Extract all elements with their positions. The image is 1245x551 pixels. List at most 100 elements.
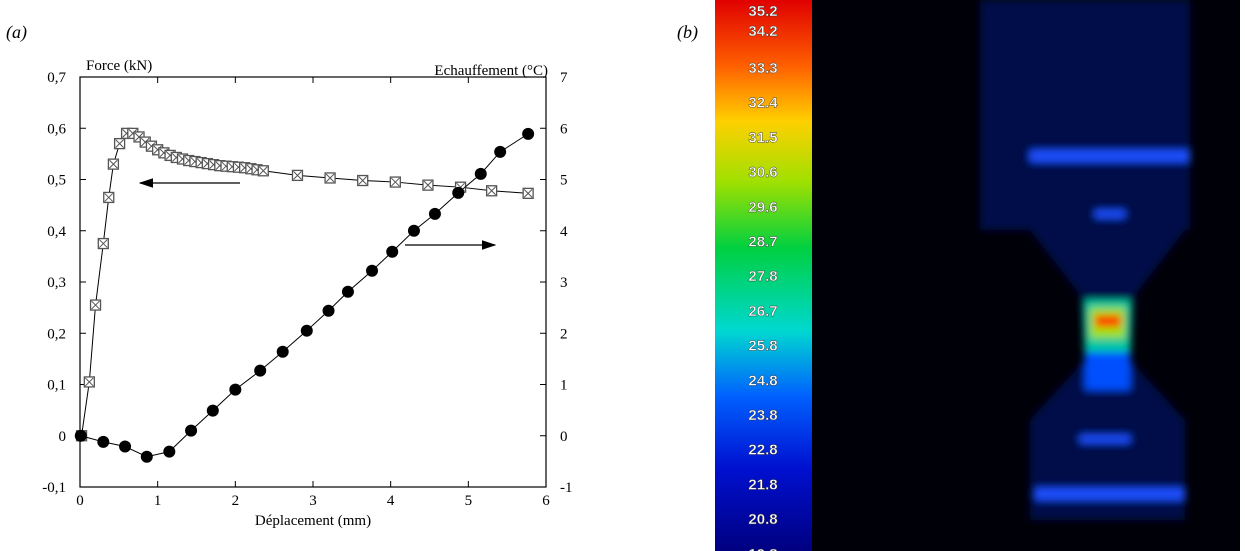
point [276,345,289,358]
marker-cross [109,159,118,169]
point [140,450,153,463]
point [322,304,335,317]
x-tick-label: 3 [309,493,317,509]
marker-cross [358,176,368,185]
color-scale-label: 20.8 [748,511,777,528]
specimen [980,0,1190,520]
marker-cross [91,300,100,310]
thermal-image [715,0,1240,551]
color-scale-label: 25.8 [748,338,777,355]
marker-cross [115,139,124,148]
color-bar [715,0,812,551]
y2-axis-title: Echauffement (°C) [434,63,548,79]
y-tick-label: -0,1 [42,480,66,496]
color-scale-label: 21.8 [748,476,777,493]
y2-tick-label: 7 [560,70,568,86]
color-scale-label: 19.8 [748,546,777,551]
point [452,186,465,199]
point [103,191,115,204]
color-scale-label: 33.3 [748,60,777,77]
y2-tick-label: 3 [560,275,568,291]
color-scale-label: 26.7 [748,303,777,320]
y2-tick-label: -1 [560,480,573,496]
y-tick-label: 0,3 [47,275,66,291]
point [206,404,219,417]
x-tick-label: 2 [232,493,240,509]
color-scale-label: 28.7 [748,234,777,251]
marker-cross [104,193,114,202]
point [522,127,535,140]
marker-cross [487,186,496,196]
marker-cross [523,188,533,198]
y2-tick-label: 0 [560,429,568,445]
point [107,158,120,170]
x-tick-label: 6 [542,493,550,509]
point [357,174,369,187]
x-tick-label: 1 [154,493,162,509]
x-axis-title: Déplacement (mm) [255,513,371,529]
y2-tick-label: 5 [560,173,568,189]
panel-label: (b) [677,22,698,43]
point [254,364,267,377]
point [163,445,176,458]
color-scale-label: 24.8 [748,372,777,389]
y-tick-label: 0,1 [47,378,66,394]
y-tick-label: 0,5 [47,173,66,189]
y2-tick-label: 4 [560,224,568,240]
point [89,299,102,311]
point [474,167,487,180]
point [341,285,354,298]
point [97,435,110,448]
point [386,245,399,258]
color-scale-label: 32.4 [748,95,778,112]
color-scale-label: 34.2 [748,23,777,40]
marker-cross [293,171,302,180]
y-tick-label: 0 [59,429,67,445]
point [291,169,304,182]
y2-tick-label: 6 [560,121,568,137]
marker-cross [390,177,400,187]
point [422,179,434,191]
x-tick-label: 4 [387,493,395,509]
point [522,187,534,199]
color-scale-label: 23.8 [748,407,777,424]
marker-cross [84,377,94,387]
y2-tick-label: 2 [560,326,568,342]
point [366,264,379,277]
color-scale-label: 35.2 [748,3,777,20]
point [324,172,336,184]
point [428,207,441,220]
y-tick-label: 0,2 [47,326,66,342]
color-scale-label: 30.6 [748,164,777,181]
y-tick-label: 0,6 [47,121,66,137]
marker-cross [98,239,108,248]
marker-cross [325,173,335,183]
point [407,224,420,237]
y2-tick-label: 1 [560,378,568,394]
y-tick-label: 0,7 [47,70,66,86]
point [97,237,109,250]
color-scale-label: 31.5 [748,129,777,146]
point [83,376,95,388]
point [494,145,507,158]
point [185,424,198,437]
x-tick-label: 5 [465,493,473,509]
marker-cross [258,166,268,176]
point [485,185,498,197]
point [74,429,87,442]
point [119,440,132,453]
point [389,176,401,188]
panel-label: (a) [6,22,27,43]
x-tick-label: 0 [76,493,84,509]
point [300,324,313,337]
marker-cross [423,180,433,190]
color-scale-label: 27.8 [748,268,777,285]
color-scale-label: 22.8 [748,442,777,459]
color-scale-label: 29.6 [748,199,777,216]
series-line [81,132,529,436]
y-tick-label: 0,4 [47,224,66,240]
y-axis-title: Force (kN) [86,58,152,74]
point [257,165,269,177]
point [229,383,242,396]
